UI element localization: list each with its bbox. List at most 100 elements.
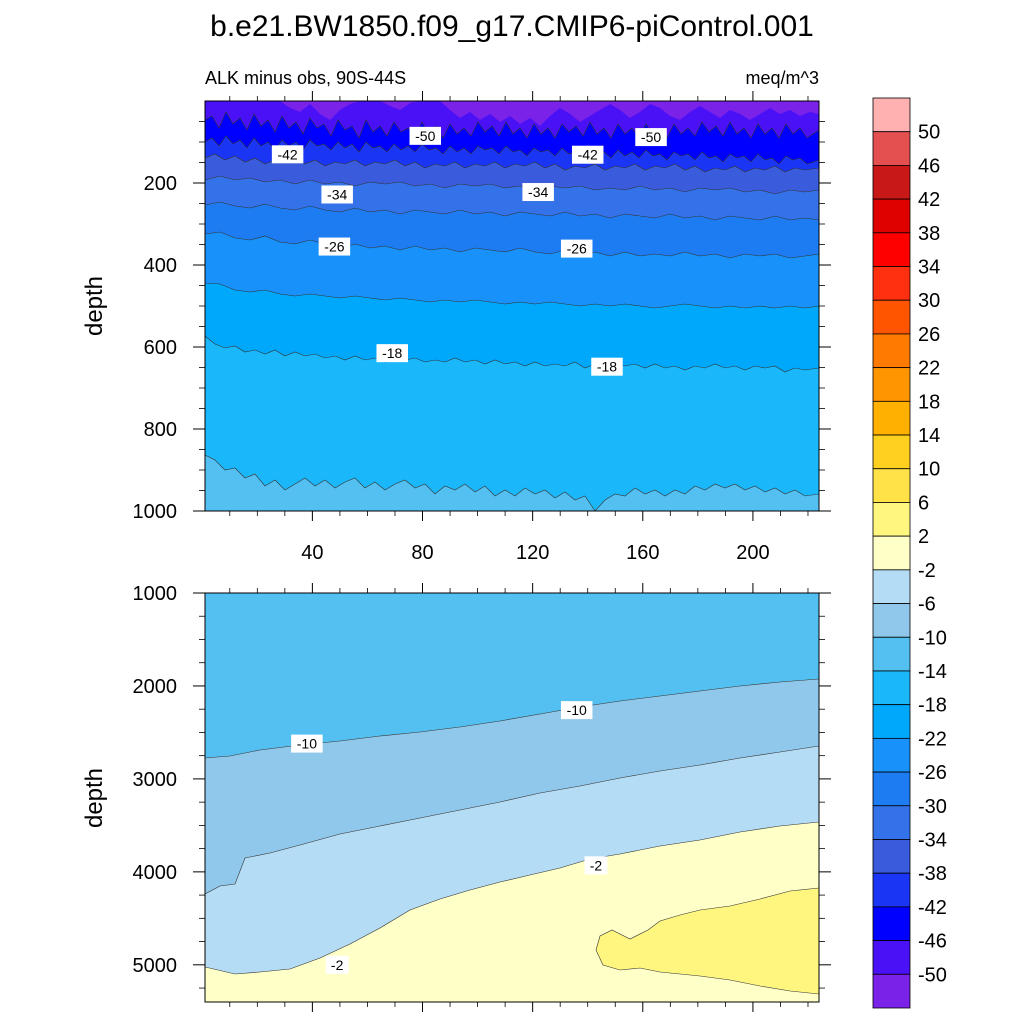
colorbar-swatch [872,839,911,874]
lower-panel: -10 -10 -2 -2 1000 2000 3000 4000 5000 depth [81,583,831,1012]
upper-contour-line-minus38 [205,153,819,173]
lower-contour-labels: -10 -10 -2 -2 [291,701,608,974]
upper-contour-line-minus26 [205,231,819,259]
upper-contour-line-minus42 [205,135,819,165]
upper-contour-line-minus46 [205,111,819,139]
upper-contour-line-minus18 [205,335,819,373]
colorbar-swatch [872,704,911,739]
colorbar-swatch [872,97,911,133]
contour-label: -18 [382,345,402,361]
colorbar-swatch [872,367,911,402]
chart-subtitle-left: ALK minus obs, 90S-44S [205,68,406,88]
contour-label: -2 [590,857,603,873]
colorbar-label: 26 [918,324,940,346]
contour-label-box [271,145,304,164]
colorbar-label: 50 [918,122,940,144]
colorbar-swatch [872,906,911,941]
colorbar-label: 38 [918,223,940,245]
contour-label-box [560,239,593,258]
contour-label-box [321,185,353,204]
upper-plot-area: -50 -50 -42 -42 -34 -34 -26 -26 -18 -18 [205,101,819,511]
lower-contour-line-minus2 [595,887,819,995]
colorbar-swatch [872,232,911,267]
colorbar-swatch [872,603,911,638]
contour-label-box [318,237,351,256]
colorbar-swatch [872,333,911,369]
contour-label-box [409,126,442,145]
colorbar-label: 46 [918,155,940,177]
colorbar-label: 14 [918,425,940,447]
upper-contour-labels: -50 -50 -42 -42 -34 -34 -26 -26 -18 -18 [271,126,667,376]
colorbar-swatch [872,973,911,1009]
upper-contour-line-minus22 [205,282,819,309]
contour-label-box [560,701,593,720]
contour-label-box [584,856,608,875]
colorbar-label: -10 [918,627,947,649]
contour-label: -10 [297,736,317,752]
colorbar-swatch [872,165,911,200]
colorbar-label: 22 [918,358,940,380]
contour-label-box [325,955,349,974]
y-tick-label: 800 [144,419,177,441]
y-tick-label: 400 [144,255,177,277]
colorbar-label: -2 [918,560,936,582]
colorbar-swatch [872,434,911,470]
colorbar-label: -46 [918,931,947,953]
x-tick-label: 120 [516,542,549,564]
colorbar-swatch [872,872,911,908]
colorbar-label: 2 [918,526,929,548]
lower-y-axis-label: depth [81,768,108,828]
contour-label-box [376,344,408,363]
contour-label: -2 [331,957,344,973]
chart-subtitle-right: meq/m^3 [746,68,819,88]
colorbar-swatch [872,940,911,975]
lower-plot-area: -10 -10 -2 -2 [205,593,819,1002]
colorbar-swatch [872,535,911,571]
contour-label: -50 [415,128,435,144]
contour-label-box [591,357,623,376]
lower-fill-band-minus6 [205,746,819,974]
contour-label: -26 [567,241,587,257]
y-tick-label: 600 [144,337,177,359]
y-tick-label: 3000 [133,769,178,791]
y-tick-label: 200 [144,173,177,195]
colorbar-label: -34 [918,829,947,851]
upper-panel: -50 -50 -42 -42 -34 -34 -26 -26 -18 -18 40 80 120 16… [81,91,831,564]
colorbar-label: -50 [918,964,947,986]
colorbar-label: -26 [918,762,947,784]
colorbar-label: 6 [918,492,929,514]
colorbar-label: -22 [918,728,947,750]
x-tick-label: 200 [736,542,769,564]
lower-contour-lines [205,678,819,995]
contour-label: -34 [528,184,548,200]
contour-label: -10 [567,702,587,718]
lower-contour-line-minus10 [205,745,819,895]
colorbar-swatch [872,468,911,503]
colorbar-label: 18 [918,391,940,413]
colorbar-label: -6 [918,594,936,616]
contour-label: -34 [327,186,347,202]
colorbar-swatch [872,131,911,166]
contour-label: -18 [597,359,617,375]
contour-label-box [291,734,323,753]
y-tick-label: 1000 [133,583,178,605]
upper-contour-line-minus34 [205,175,819,195]
upper-contour-line-minus14 [205,454,819,511]
x-tick-label: 40 [301,542,323,564]
upper-fill-band-minus50 [280,101,819,126]
colorbar-label: 34 [918,257,940,279]
colorbar-label: -14 [918,661,947,683]
chart-title: b.e21.BW1850.f09_g17.CMIP6-piControl.001 [210,10,814,43]
lower-plot-frame [204,592,820,1003]
colorbar-swatch [872,299,911,335]
lower-contour-line-minus14 [205,678,819,759]
colorbar-swatch [872,569,911,604]
colorbar-label: -38 [918,863,947,885]
colorbar-swatch [872,805,911,840]
colorbar-label: 42 [918,189,940,211]
contour-label: -50 [641,129,661,145]
upper-contour-lines [205,111,819,511]
colorbar-swatch [872,771,911,807]
lower-contour-line-minus6 [205,821,819,975]
lower-fill-band-minus14 [205,593,819,758]
